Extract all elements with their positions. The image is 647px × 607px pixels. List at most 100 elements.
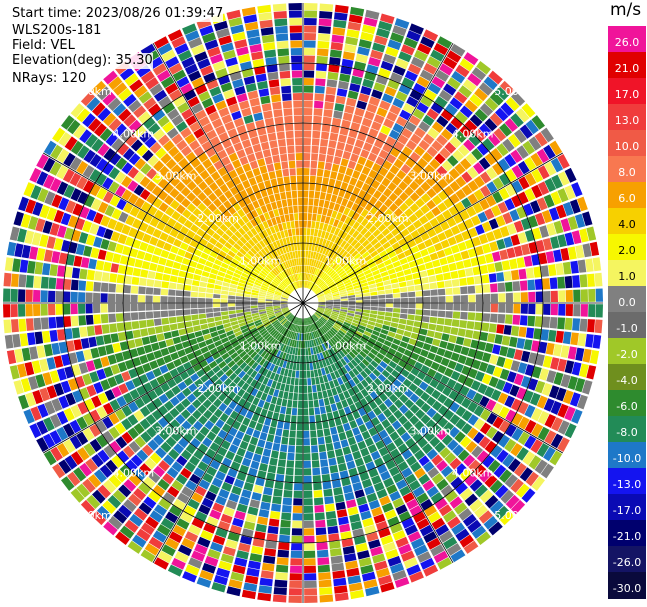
range-ring-label: 3.00km (155, 170, 197, 183)
velocity-gate (265, 540, 277, 549)
velocity-gate (322, 177, 329, 185)
velocity-gate (311, 243, 316, 252)
velocity-gate (433, 354, 443, 364)
velocity-gate (401, 517, 415, 529)
velocity-gate (273, 301, 280, 303)
velocity-gate (324, 290, 331, 295)
velocity-gate (151, 185, 163, 197)
velocity-gate (266, 379, 273, 387)
velocity-gate (550, 357, 560, 370)
velocity-gate (110, 263, 119, 273)
velocity-gate (248, 193, 257, 203)
velocity-gate (325, 332, 332, 340)
velocity-gate (399, 313, 408, 319)
velocity-gate (521, 243, 531, 256)
velocity-gate (346, 353, 353, 362)
velocity-gate (304, 265, 307, 273)
velocity-gate (426, 56, 441, 69)
velocity-gate (564, 317, 573, 331)
velocity-gate (324, 382, 331, 390)
velocity-gate (198, 181, 208, 191)
velocity-gate (455, 111, 468, 124)
velocity-gate (269, 363, 276, 372)
velocity-gate (373, 190, 382, 200)
velocity-gate (390, 448, 401, 459)
velocity-gate (293, 498, 303, 506)
velocity-gate (304, 25, 317, 33)
velocity-gate (70, 188, 82, 202)
velocity-gate (333, 306, 341, 309)
velocity-gate (345, 36, 359, 46)
velocity-gate (338, 248, 346, 256)
velocity-gate (131, 321, 140, 330)
velocity-gate (296, 430, 303, 438)
velocity-gate (237, 218, 246, 227)
velocity-gate (193, 146, 205, 157)
device-name-text: WLS200s-181 (12, 23, 102, 39)
velocity-gate (173, 238, 182, 248)
velocity-gate (149, 236, 159, 246)
velocity-gate (93, 281, 101, 292)
velocity-gate (194, 378, 204, 388)
velocity-gate (261, 284, 269, 290)
velocity-gate (318, 199, 325, 208)
velocity-gate (202, 122, 214, 134)
velocity-gate (253, 244, 260, 253)
colorbar-tick-label: -1.0 (616, 322, 638, 335)
velocity-gate (499, 80, 515, 95)
velocity-gate (249, 436, 259, 446)
velocity-gate (281, 327, 287, 335)
velocity-gate (183, 236, 192, 245)
velocity-gate (323, 256, 330, 264)
velocity-gate (266, 219, 273, 227)
velocity-gate (187, 266, 196, 274)
velocity-gate (313, 108, 323, 116)
velocity-gate (333, 379, 340, 387)
velocity-gate (25, 289, 33, 302)
velocity-gate (384, 208, 393, 218)
velocity-gate (347, 310, 355, 314)
velocity-gate (420, 204, 430, 215)
velocity-gate (177, 322, 185, 329)
velocity-gate (25, 304, 33, 317)
velocity-gate (262, 331, 270, 338)
velocity-gate (295, 153, 303, 161)
velocity-gate (488, 521, 503, 536)
velocity-gate (383, 408, 393, 418)
velocity-gate (216, 275, 224, 282)
velocity-gate (477, 341, 487, 351)
velocity-gate (279, 70, 291, 79)
velocity-gate (263, 42, 276, 51)
velocity-gate (238, 321, 247, 327)
velocity-gate (377, 337, 386, 344)
velocity-gate (330, 555, 343, 564)
velocity-gate (284, 475, 294, 483)
velocity-gate (63, 407, 75, 422)
velocity-gate (482, 284, 491, 293)
velocity-gate (158, 498, 172, 510)
velocity-gate (196, 577, 212, 588)
velocity-gate (364, 202, 374, 212)
velocity-gate (407, 239, 417, 248)
velocity-gate (323, 109, 333, 118)
velocity-gate (292, 520, 303, 528)
velocity-gate (244, 266, 253, 273)
velocity-gate (250, 379, 258, 388)
velocity-gate (79, 387, 90, 400)
velocity-gate (133, 184, 145, 196)
velocity-gate (259, 272, 267, 279)
velocity-gate (241, 589, 256, 600)
velocity-gate (494, 86, 509, 101)
velocity-gate (82, 180, 95, 193)
velocity-gate (393, 303, 401, 308)
velocity-gate (245, 170, 254, 179)
velocity-gate (346, 287, 354, 291)
velocity-gate (134, 125, 147, 138)
velocity-gate (372, 269, 380, 276)
velocity-gate (447, 439, 459, 451)
velocity-gate (273, 208, 280, 217)
velocity-gate (432, 183, 443, 194)
velocity-gate (321, 359, 327, 368)
velocity-gate (279, 527, 291, 536)
velocity-gate (464, 473, 478, 487)
